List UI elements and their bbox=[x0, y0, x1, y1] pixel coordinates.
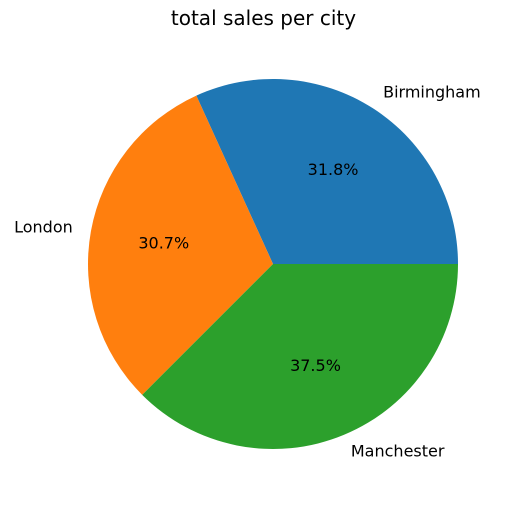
pie-slice-manchester bbox=[142, 264, 458, 450]
pie-slice-birmingham bbox=[196, 78, 458, 264]
slice-percent-birmingham: 31.8% bbox=[308, 160, 359, 179]
slice-label-birmingham: Birmingham bbox=[383, 82, 481, 101]
slice-percent-london: 30.7% bbox=[138, 234, 189, 253]
slice-label-manchester: Manchester bbox=[351, 442, 445, 461]
slice-label-london: London bbox=[14, 217, 73, 236]
chart-title: total sales per city bbox=[170, 6, 357, 30]
pie-slice-london bbox=[87, 95, 273, 395]
slice-percent-manchester: 37.5% bbox=[290, 356, 341, 375]
